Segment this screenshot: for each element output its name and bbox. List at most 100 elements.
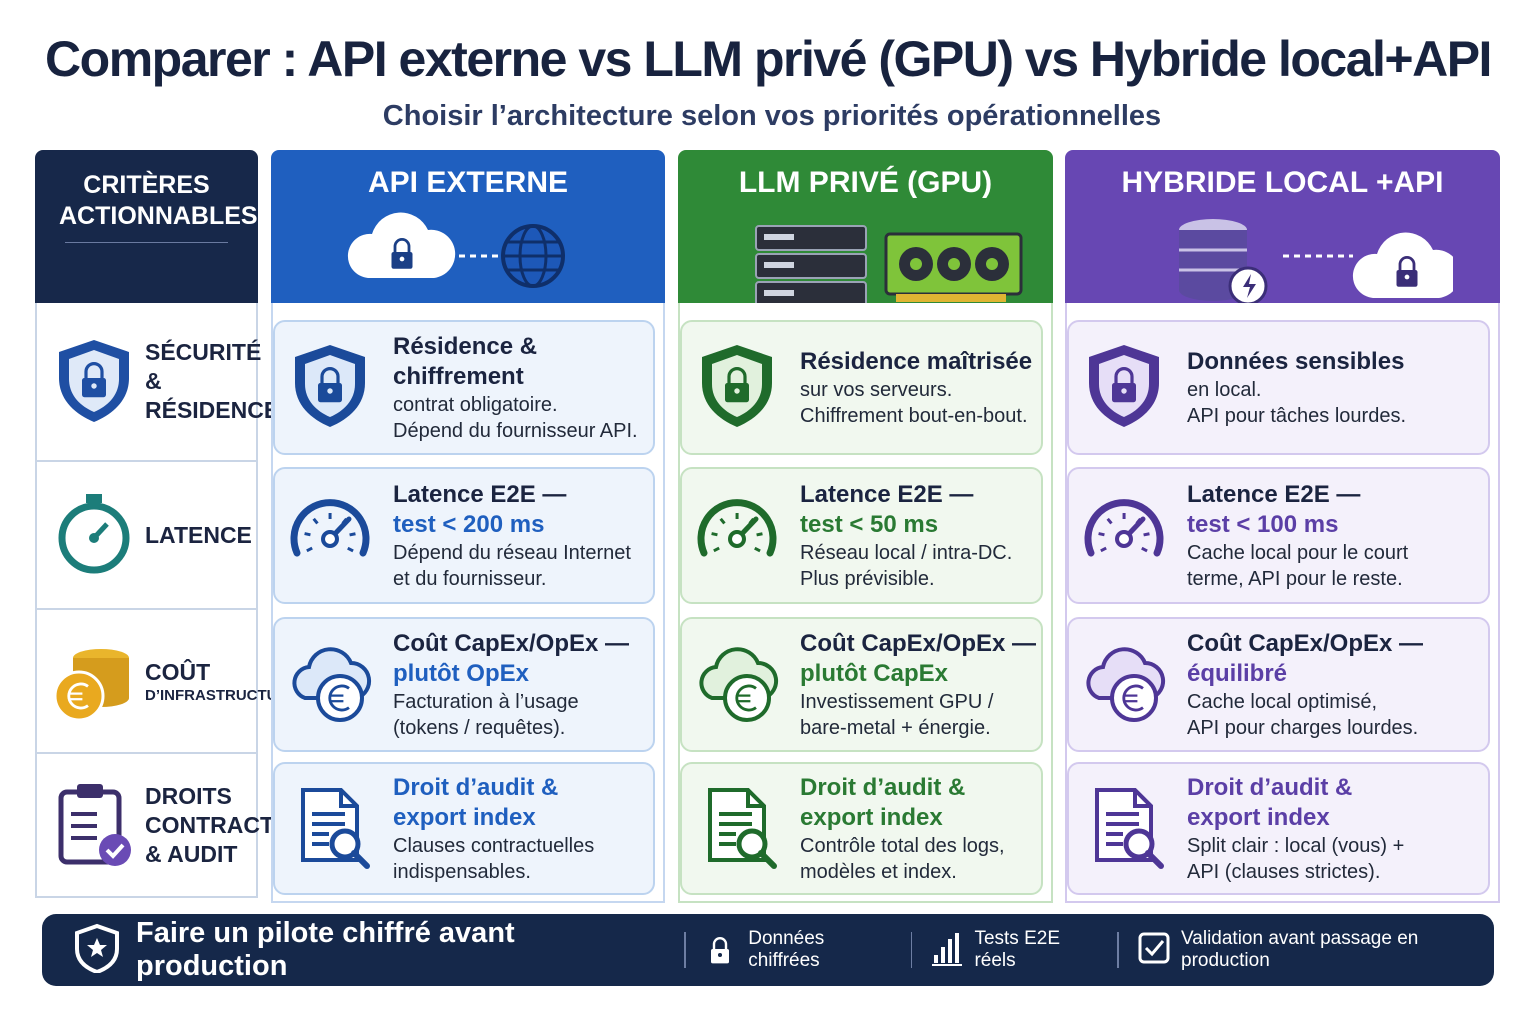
cell-line: Dépend du fournisseur API. — [393, 419, 638, 442]
cell-highlight: test < 100 ms — [1187, 510, 1339, 538]
icon — [49, 334, 139, 429]
cell-text: Données sensibles en local. API pour tâche… — [1187, 347, 1406, 429]
icon — [1113, 198, 1460, 316]
cell-title: Coût CapEx/OpEx — — [1187, 629, 1424, 657]
icon-graphic — [697, 499, 777, 557]
icon — [298, 198, 638, 316]
cell-line: (tokens / requêtes). — [393, 716, 566, 739]
cell-line: et du fournisseur. — [393, 567, 547, 590]
icon — [285, 636, 385, 733]
cell-title: Latence E2E — — [393, 480, 567, 508]
cell-line: Facturation à l’usage — [393, 690, 579, 713]
title: Comparer : API externe vs LLM privé (GPU… — [45, 31, 1492, 87]
column-header: API EXTERNE — [271, 150, 665, 303]
criteria-label: DROITS CONTRACTUELS & AUDIT — [145, 782, 336, 867]
icon-graphic — [58, 783, 131, 866]
cell-title: Droit d’audit & — [800, 773, 966, 801]
cell: Latence E2E — test < 50 ms Réseau local / … — [680, 467, 1043, 604]
icon-graphic — [932, 932, 963, 966]
icon — [930, 929, 964, 972]
cell-highlight: test < 50 ms — [800, 510, 939, 538]
icon-graphic — [347, 212, 565, 288]
footer: Faire un pilote chiffré avant production… — [42, 914, 1494, 986]
cell-line: Plus prévisible. — [800, 567, 935, 590]
cell-title: Droit d’audit & — [393, 773, 559, 801]
icon-graphic — [58, 493, 130, 573]
cell-text: Coût CapEx/OpEx — plutôt CapEx Investissem… — [800, 629, 1036, 741]
footer-item: Tests E2E réels — [974, 928, 1060, 971]
cell-highlight: plutôt CapEx — [800, 659, 948, 687]
column-header: HYBRIDE LOCAL +API — [1065, 150, 1500, 306]
cell-line: API pour charges lourdes. — [1187, 716, 1419, 739]
icon — [1137, 929, 1171, 972]
icon-graphic — [1095, 788, 1164, 869]
rule — [65, 242, 228, 243]
column-title: HYBRIDE LOCAL +API — [1121, 166, 1444, 199]
cell: Droit d’audit & export index Clauses contr… — [273, 762, 655, 895]
cell-title: Coût CapEx/OpEx — — [393, 629, 630, 657]
criteria-text: SÉCURITÉ & RÉSIDENCE — [145, 338, 279, 425]
footer-item: Données chiffrées — [748, 928, 825, 971]
cell-line: indispensables. — [393, 860, 531, 883]
cell-line: Split clair : local (vous) + — [1187, 834, 1405, 857]
cell-line: Contrôle total des logs, — [800, 834, 1005, 857]
icon — [692, 339, 792, 436]
icon — [72, 923, 122, 978]
cell: Droit d’audit & export index Contrôle tota… — [680, 762, 1043, 895]
icon — [1079, 339, 1179, 436]
icon — [692, 636, 792, 733]
footer-separator — [1117, 932, 1120, 968]
icon — [49, 634, 139, 729]
cell-title: Données sensibles — [1187, 347, 1405, 375]
cell-highlight: export index — [393, 803, 536, 831]
icon — [49, 488, 139, 583]
icon-graphic — [708, 788, 777, 869]
cell-title: Droit d’audit & — [1187, 773, 1353, 801]
criteria-row: LATENCE — [35, 462, 258, 610]
criteria-sublabel: D’INFRASTRUCTURE — [145, 687, 299, 704]
cell-text: Coût CapEx/OpEx — plutôt OpEx Facturation … — [393, 629, 629, 741]
cell: Coût CapEx/OpEx — plutôt OpEx Facturation … — [273, 617, 655, 752]
cell-highlight: test < 200 ms — [393, 510, 545, 538]
criteria-row: COÛT D’INFRASTRUCTURE — [35, 610, 298, 754]
cell-title: Latence E2E — — [1187, 480, 1361, 508]
icon-graphic — [59, 340, 129, 422]
criteria-header: CRITÈRES ACTIONNABLES — [35, 150, 258, 303]
column-header: LLM PRIVÉ (GPU) — [678, 150, 1053, 307]
footer-item: Validation avant passage en production — [1181, 928, 1419, 971]
cell-title: Résidence maîtrisée — [800, 347, 1033, 375]
cell-text: Résidence & chiffrement contrat obligatoi… — [393, 332, 653, 444]
footer-title: Faire un pilote chiffré avant production — [136, 917, 515, 982]
subtitle: Choisir l’architecture selon vos priorit… — [382, 100, 1162, 132]
icon-graphic — [1084, 499, 1164, 557]
cell-text: Latence E2E — test < 200 ms Dépend du rése… — [393, 480, 631, 592]
icon-graphic — [711, 936, 730, 963]
cell-highlight: plutôt OpEx — [393, 659, 529, 687]
criteria-text: DROITS CONTRACTUELS & AUDIT — [145, 782, 336, 869]
cell-text: Droit d’audit & export index Contrôle tota… — [800, 773, 1005, 885]
cell-text: Coût CapEx/OpEx — équilibré Cache local op… — [1187, 629, 1423, 741]
icon — [285, 780, 385, 877]
cell-line: Cache local optimisé, — [1187, 690, 1378, 713]
cell-line: Dépend du réseau Internet — [393, 541, 631, 564]
criteria-label: COÛT — [145, 659, 211, 685]
cell-line: terme, API pour le reste. — [1187, 567, 1403, 590]
criteria-text: COÛT D’INFRASTRUCTURE — [145, 658, 299, 704]
criteria-text: LATENCE — [145, 521, 256, 550]
icon-graphic — [53, 648, 129, 721]
icon — [1079, 487, 1179, 584]
cell-line: sur vos serveurs. — [800, 378, 953, 401]
icon — [692, 487, 792, 584]
cell-line: API pour tâches lourdes. — [1187, 404, 1407, 427]
cell-text: Droit d’audit & export index Split clair :… — [1187, 773, 1404, 885]
cell-text: Droit d’audit & export index Clauses contr… — [393, 773, 594, 885]
cell-line: Investissement GPU / — [800, 690, 994, 713]
icon — [49, 778, 139, 873]
cell-line: Clauses contractuelles — [393, 834, 595, 857]
icon-graphic — [702, 345, 772, 427]
icon — [704, 929, 738, 972]
icon-graphic — [301, 788, 370, 869]
cell: Coût CapEx/OpEx — plutôt CapEx Investissem… — [680, 617, 1043, 752]
column-title: API EXTERNE — [367, 166, 569, 199]
